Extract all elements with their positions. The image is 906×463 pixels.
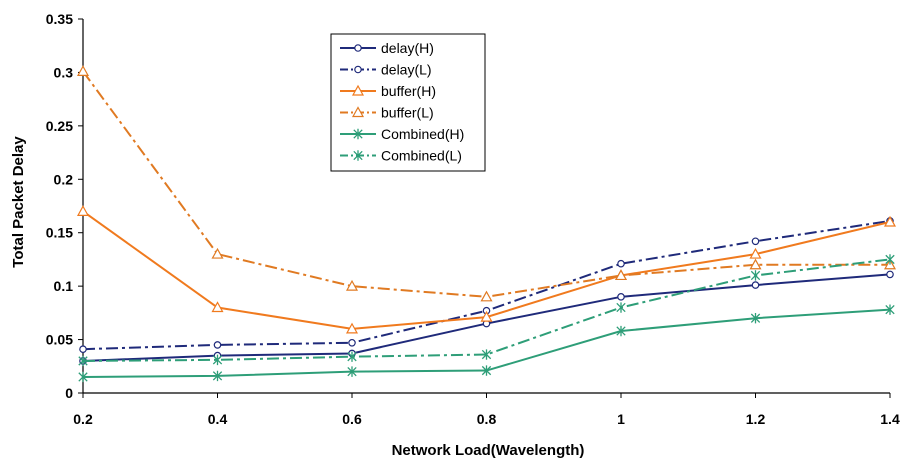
y-tick-label: 0.3 <box>54 64 74 80</box>
x-tick-label: 0.6 <box>342 411 362 427</box>
data-point <box>751 281 760 289</box>
y-tick-label: 0.05 <box>46 332 73 348</box>
data-point <box>886 270 894 279</box>
legend-label: delay(L) <box>381 62 432 78</box>
y-tick-label: 0.35 <box>46 11 73 27</box>
legend-entry: delay(H) <box>340 40 434 56</box>
legend-entry: buffer(L) <box>340 105 434 121</box>
data-point <box>616 302 626 313</box>
data-point <box>347 351 357 362</box>
data-point <box>79 345 87 353</box>
data-point <box>480 290 493 302</box>
data-point <box>616 325 626 337</box>
data-point <box>617 293 625 301</box>
y-axis-title: Total Packet Delay <box>10 136 27 268</box>
series-buffer-h <box>76 205 897 334</box>
data-point <box>481 365 492 376</box>
series-line <box>82 219 891 351</box>
data-point <box>751 237 760 246</box>
x-tick-label: 0.2 <box>73 411 93 427</box>
legend-label: buffer(H) <box>381 83 436 99</box>
series-line <box>82 70 890 298</box>
data-point <box>885 304 895 315</box>
x-tick-label: 1 <box>617 411 625 427</box>
data-point <box>617 259 625 268</box>
data-point <box>749 258 762 270</box>
data-point <box>348 338 356 347</box>
series-buffer-l <box>76 65 897 302</box>
x-tick-label: 1.4 <box>880 411 900 427</box>
data-point <box>212 354 223 366</box>
legend-entry: delay(L) <box>340 62 432 78</box>
data-point <box>749 247 762 259</box>
series-combined-h <box>78 304 895 383</box>
series-combined-l <box>78 254 895 367</box>
data-point <box>213 341 222 349</box>
legend-box <box>330 33 486 172</box>
legend-marker <box>354 65 362 74</box>
legend-marker <box>354 44 362 52</box>
data-point <box>885 254 895 265</box>
legend-label: Combined(L) <box>381 148 462 164</box>
y-tick-label: 0 <box>65 385 73 401</box>
data-point <box>78 371 88 383</box>
data-point <box>78 355 88 367</box>
series-layer <box>76 65 897 383</box>
data-point <box>345 322 359 334</box>
legend-marker <box>353 150 363 161</box>
legend: delay(H) delay(L) buffer(H) buffer(L) Combin… <box>330 33 486 172</box>
legend-entry: buffer(H) <box>340 83 436 99</box>
legend-marker <box>351 84 365 96</box>
data-point <box>76 65 90 76</box>
data-point <box>345 279 359 291</box>
series-delay-l <box>79 217 894 353</box>
legend-marker <box>351 106 365 118</box>
legend-label: delay(H) <box>381 40 434 56</box>
x-tick-label: 1.2 <box>746 411 766 427</box>
x-tick-label: 0.4 <box>208 411 228 427</box>
legend-label: buffer(L) <box>381 105 434 121</box>
data-point <box>614 269 628 281</box>
y-tick-label: 0.15 <box>46 225 73 241</box>
y-tick-label: 0.25 <box>46 118 73 134</box>
data-point <box>211 247 224 259</box>
data-point <box>480 310 493 322</box>
legend-entry: Combined(L) <box>340 148 462 164</box>
x-tick-label: 0.8 <box>477 411 497 427</box>
legend-label: Combined(H) <box>381 126 464 142</box>
data-point <box>750 270 761 281</box>
data-point <box>211 301 224 313</box>
legend-marker <box>353 128 363 140</box>
data-point <box>481 349 492 360</box>
x-axis-title: Network Load(Wavelength) <box>392 442 585 459</box>
data-point <box>76 205 90 216</box>
y-tick-label: 0.1 <box>54 278 74 294</box>
plot-area: 0 0.05 0.1 0.15 0.2 0.25 0.3 0.35 0.2 0.4 0.6 0.8 1 1… <box>46 11 900 427</box>
data-point <box>212 370 223 382</box>
legend-entry: Combined(H) <box>340 126 464 142</box>
data-point <box>347 366 357 377</box>
data-point <box>750 313 761 324</box>
data-point <box>883 215 897 227</box>
y-tick-label: 0.2 <box>54 171 74 187</box>
